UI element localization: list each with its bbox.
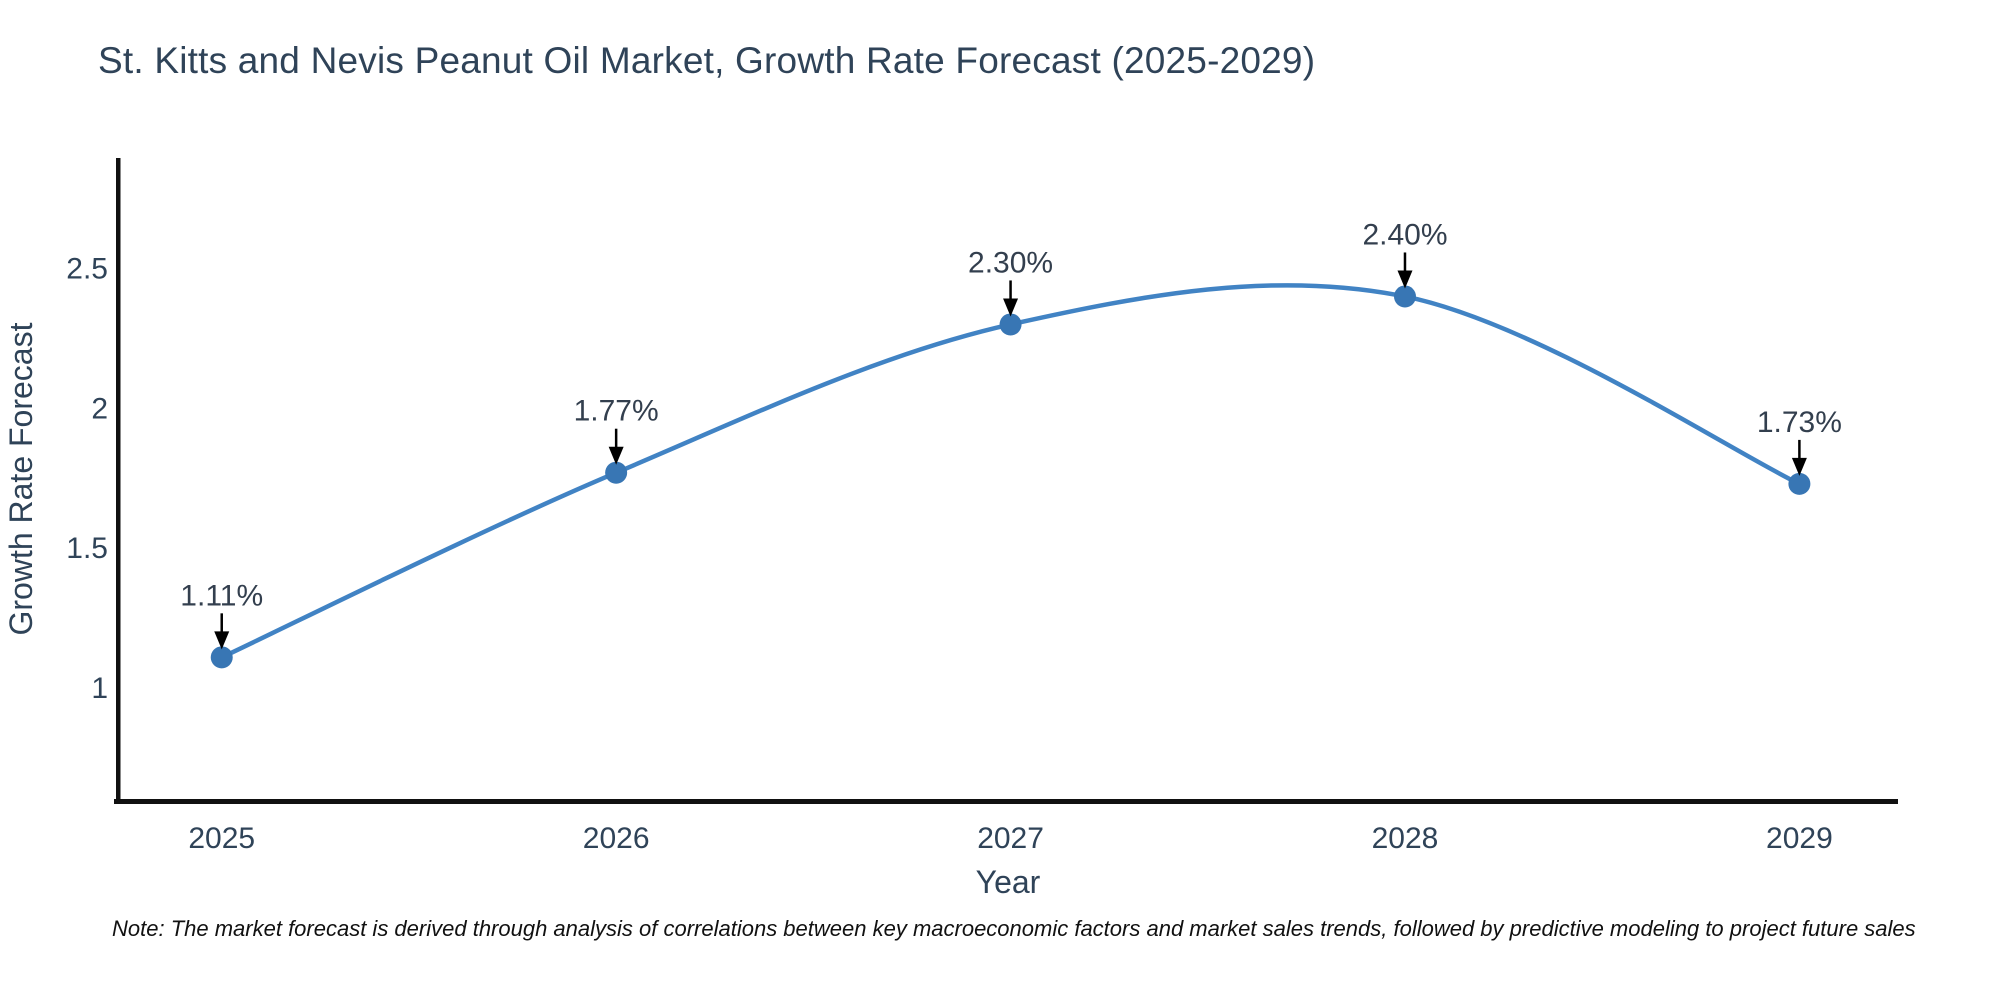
annotation-arrowhead-icon bbox=[214, 631, 230, 650]
y-axis-title: Growth Rate Forecast bbox=[3, 322, 39, 635]
y-axis-line bbox=[116, 158, 121, 804]
x-tick-label: 2029 bbox=[1766, 822, 1833, 855]
annotation-label: 1.77% bbox=[574, 395, 659, 428]
annotation-label: 1.73% bbox=[1757, 406, 1842, 439]
data-point-marker bbox=[1393, 285, 1416, 308]
annotation-label: 2.40% bbox=[1362, 218, 1447, 251]
x-tick-label: 2026 bbox=[583, 822, 650, 855]
data-point-marker bbox=[1788, 472, 1811, 495]
footnote: Note: The market forecast is derived thr… bbox=[112, 916, 1916, 941]
annotation-arrowhead-icon bbox=[1791, 457, 1807, 476]
data-point-marker bbox=[999, 313, 1022, 336]
annotation-arrowhead-icon bbox=[1397, 270, 1413, 289]
y-tick-label: 1 bbox=[91, 672, 108, 705]
annotation-arrowhead-icon bbox=[1003, 298, 1019, 317]
annotation-arrowhead-icon bbox=[608, 446, 624, 465]
y-tick-label: 2 bbox=[91, 392, 108, 425]
data-point-marker bbox=[605, 461, 628, 484]
x-tick-label: 2027 bbox=[977, 822, 1044, 855]
x-tick-label: 2025 bbox=[188, 822, 255, 855]
chart-title: St. Kitts and Nevis Peanut Oil Market, G… bbox=[98, 40, 1316, 81]
x-tick-label: 2028 bbox=[1372, 822, 1439, 855]
y-tick-label: 1.5 bbox=[66, 532, 108, 565]
annotation-label: 2.30% bbox=[968, 246, 1053, 279]
annotation-label: 1.11% bbox=[180, 579, 263, 612]
x-axis-line bbox=[114, 799, 1898, 804]
x-axis-title: Year bbox=[976, 864, 1041, 900]
data-point-marker bbox=[210, 646, 233, 669]
y-tick-label: 2.5 bbox=[66, 252, 108, 285]
growth-line-path bbox=[219, 283, 1802, 660]
